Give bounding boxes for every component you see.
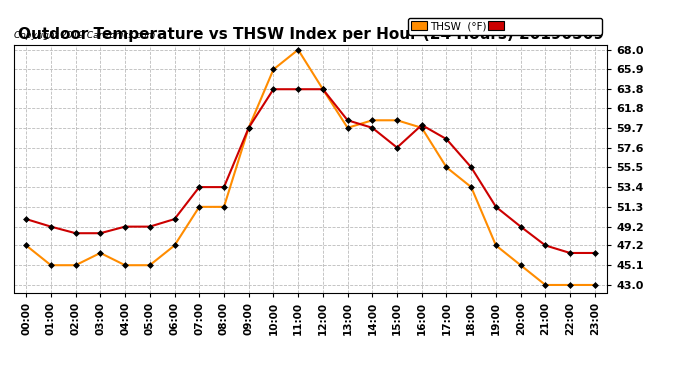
Legend: THSW  (°F), Temperature  (°F): THSW (°F), Temperature (°F) [408, 18, 602, 34]
Text: Copyright 2019 Cartronics.com: Copyright 2019 Cartronics.com [14, 31, 155, 40]
Title: Outdoor Temperature vs THSW Index per Hour (24 Hours) 20190509: Outdoor Temperature vs THSW Index per Ho… [17, 27, 604, 42]
